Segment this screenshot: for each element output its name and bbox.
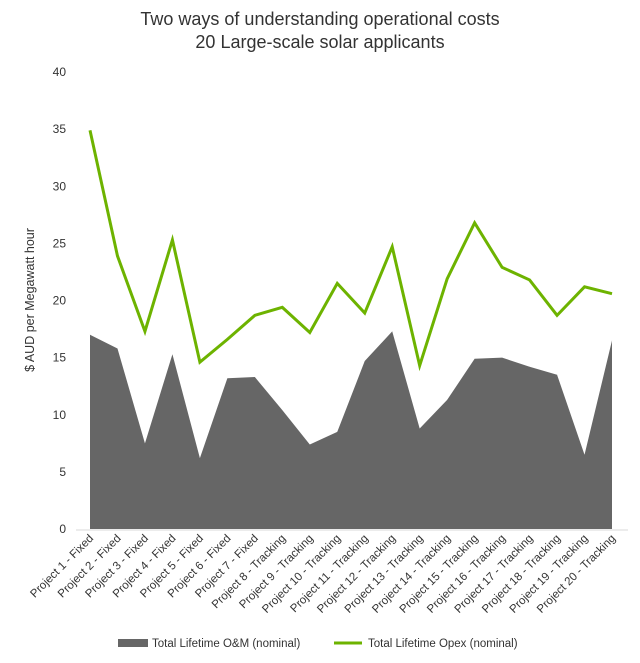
y-tick-label: 25 bbox=[53, 236, 67, 250]
y-tick-label: 0 bbox=[59, 522, 66, 536]
y-tick-label: 20 bbox=[53, 294, 67, 308]
y-tick-label: 30 bbox=[53, 179, 67, 193]
chart-subtitle: 20 Large-scale solar applicants bbox=[195, 32, 444, 52]
legend-label-om: Total Lifetime O&M (nominal) bbox=[152, 638, 300, 650]
chart-title: Two ways of understanding operational co… bbox=[140, 9, 499, 29]
y-tick-label: 35 bbox=[53, 122, 67, 136]
y-axis-label: $ AUD per Megawatt hour bbox=[23, 228, 37, 372]
opex-line bbox=[88, 129, 613, 372]
legend: Total Lifetime O&M (nominal) Total Lifet… bbox=[118, 638, 518, 650]
legend-swatch-om bbox=[118, 639, 148, 647]
legend-label-opex: Total Lifetime Opex (nominal) bbox=[368, 638, 518, 650]
om-area bbox=[90, 331, 612, 529]
y-tick-label: 5 bbox=[59, 465, 66, 479]
y-tick-label: 40 bbox=[53, 65, 67, 79]
y-tick-label: 10 bbox=[53, 408, 67, 422]
y-tick-label: 15 bbox=[53, 351, 67, 365]
